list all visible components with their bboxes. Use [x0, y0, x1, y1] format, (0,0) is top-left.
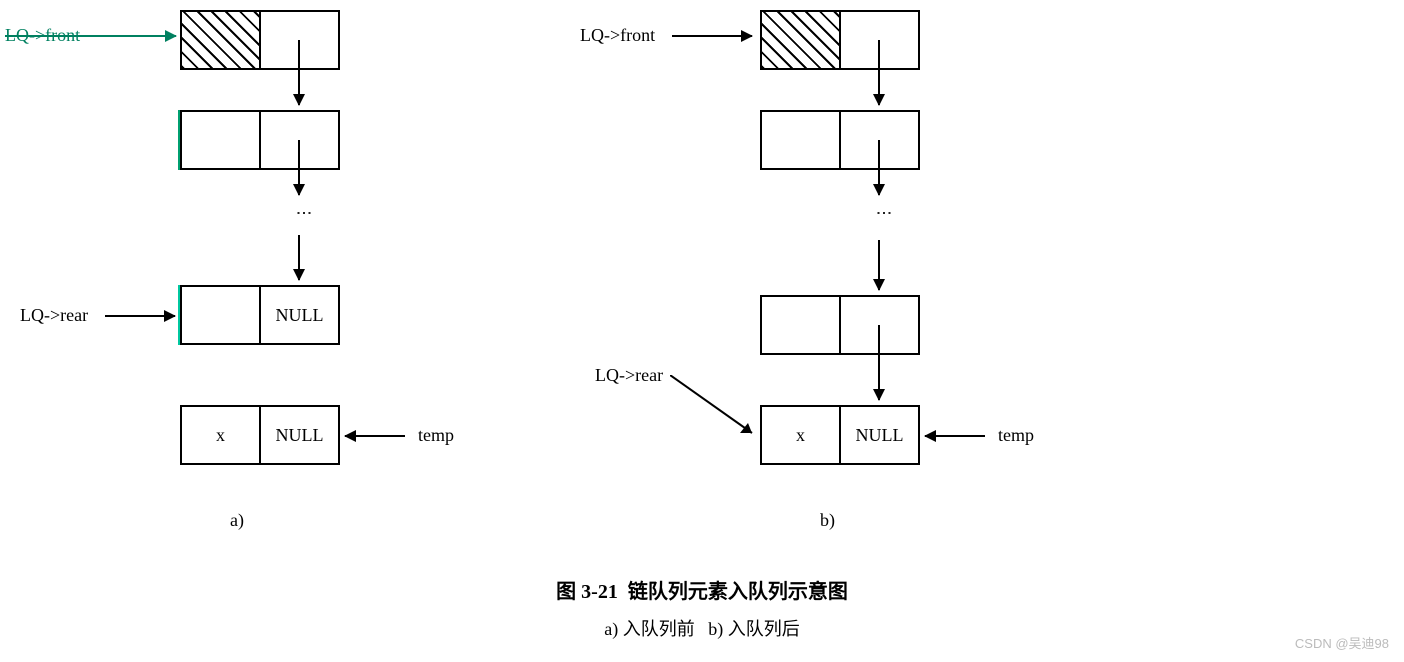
watermark: CSDN @吴迪98 [1295, 633, 1389, 652]
link-a-0-1 [298, 40, 300, 105]
fig-title: 链队列元素入队列示意图 [628, 581, 848, 603]
cell [762, 112, 841, 168]
cell-null: NULL [261, 407, 338, 463]
link-b-0-1 [878, 40, 880, 105]
cell-x: x [182, 407, 261, 463]
node-a-3: x NULL [180, 405, 340, 465]
cell [762, 297, 841, 353]
caption-sub: a) 入队列前 b) 入队列后 [0, 615, 1404, 641]
temp-label-a: temp [418, 425, 454, 446]
link-a-1-dots [298, 140, 300, 195]
node-b-2 [760, 295, 920, 355]
rear-label-a: LQ->rear [20, 305, 88, 326]
link-a-dots-2 [298, 235, 300, 280]
cell-hatched [762, 12, 841, 68]
front-label-b: LQ->front [580, 25, 655, 46]
link-b-2-3 [878, 325, 880, 400]
link-b-dots-2 [878, 240, 880, 290]
temp-arrow-a [345, 435, 405, 437]
node-b-1 [760, 110, 920, 170]
link-b-1-dots [878, 140, 880, 195]
temp-label-b: temp [998, 425, 1034, 446]
rear-arrow-a [105, 315, 175, 317]
node-a-2: NULL [180, 285, 340, 345]
node-a-1 [180, 110, 340, 170]
node-a-0 [180, 10, 340, 70]
rear-arrow-b [670, 375, 765, 445]
node-b-3: x NULL [760, 405, 920, 465]
dots-b: ⋮ [874, 205, 893, 223]
panel-sub-a: a) [230, 510, 244, 531]
cell-x: x [762, 407, 841, 463]
dots-a: ⋮ [294, 205, 313, 223]
cell-null: NULL [261, 287, 338, 343]
front-label-a: LQ->front [5, 25, 80, 46]
cell [182, 287, 261, 343]
caption-sub-b: b) 入队列后 [708, 619, 800, 639]
temp-arrow-b [925, 435, 985, 437]
rear-label-b: LQ->rear [595, 365, 663, 386]
front-arrow-a [98, 35, 176, 37]
caption-sub-a: a) 入队列前 [604, 619, 694, 639]
highlight-bar-2 [178, 285, 180, 345]
highlight-bar-1 [178, 110, 180, 170]
cell-hatched [182, 12, 261, 68]
front-arrow-b [672, 35, 752, 37]
cell [182, 112, 261, 168]
fig-no: 图 3-21 [556, 581, 618, 603]
cell-null: NULL [841, 407, 918, 463]
panel-sub-b: b) [820, 510, 835, 531]
caption-main: 图 3-21 链队列元素入队列示意图 [0, 575, 1404, 604]
node-b-0 [760, 10, 920, 70]
